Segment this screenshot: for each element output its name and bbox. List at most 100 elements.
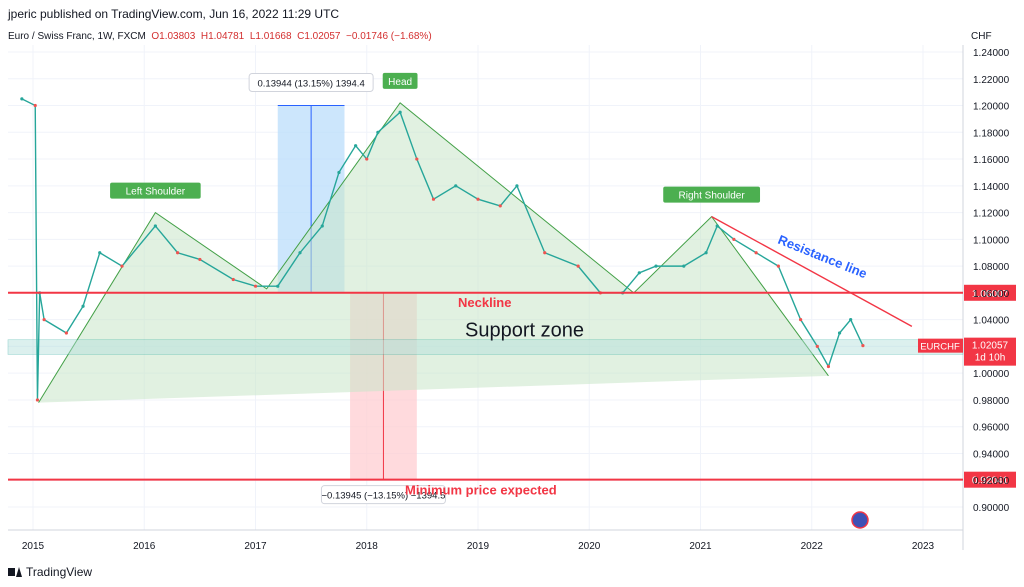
level-axis-tag-bg [964,471,1016,488]
price-point [415,157,419,161]
symbol-label[interactable]: Euro / Swiss Franc, 1W, FXCM [8,31,146,42]
publish-header: jperic published on TradingView.com, Jun… [8,7,340,21]
price-point [176,251,180,255]
open-value: O1.03803 [151,31,196,42]
pattern-label-bg [382,72,418,89]
price-point [826,364,831,369]
price-point [276,284,280,288]
footer: TradingView [8,565,92,579]
pattern-label-bg [663,186,761,203]
price-point [837,331,842,335]
last-price-value: 1.02057 [972,341,1009,352]
price-point [849,318,853,322]
x-tick-label: 2018 [356,541,379,552]
price-point [98,251,102,255]
price-point [120,264,124,268]
last-price-symbol-bg [918,338,963,353]
price-point [365,157,369,161]
level-label: Minimum price expected [405,483,557,498]
price-point [253,284,258,288]
price-point [20,97,24,101]
pattern-label: Left Shoulder [126,187,186,198]
measure-label-bg [248,73,374,93]
y-tick-label: 1.12000 [973,209,1010,220]
price-point [298,251,302,255]
x-tick-label: 2021 [689,541,712,552]
price-point [515,184,519,188]
price-point [231,277,235,282]
y-tick-label: 0.98000 [973,396,1010,407]
pattern-label: Head [388,77,412,88]
change-value: −0.01746 (−1.68%) [346,31,432,42]
tradingview-logo-icon [8,567,22,577]
price-point [704,251,708,255]
y-tick-label: 0.92000 [973,476,1010,487]
measure-label: −0.13945 (−13.15%) −1394.5 [322,491,446,502]
price-point [732,237,736,241]
price-point [654,264,658,268]
y-tick-label: 1.22000 [973,75,1010,86]
y-tick-label: 1.10000 [973,235,1010,246]
price-point [64,331,68,335]
support-zone-label: Support zone [465,320,584,342]
pattern-fill [38,102,829,403]
y-tick-label: 1.08000 [973,262,1010,273]
price-point [398,110,402,114]
level-axis-tag: 0.92041 [972,476,1009,487]
price-point [576,264,580,268]
level-axis-tag: 1.06007 [972,289,1009,300]
y-tick-label: 1.16000 [973,155,1010,166]
price-point [682,264,686,268]
price-point [81,304,85,308]
price-point [153,224,157,228]
price-point [776,264,780,268]
price-point [33,103,37,108]
close-value: C1.02057 [297,31,341,42]
price-point [431,197,436,201]
pattern-label: Right Shoulder [679,191,746,202]
low-value: L1.01668 [249,31,292,42]
price-point [337,170,341,175]
y-tick-label: 1.04000 [973,316,1010,327]
x-tick-label: 2022 [801,541,824,552]
price-point [198,257,202,262]
x-tick-label: 2017 [244,541,267,552]
price-point [861,344,865,348]
footer-brand[interactable]: TradingView [26,565,93,579]
price-point [42,318,46,322]
price-point [476,197,480,201]
price-point [543,251,547,255]
x-tick-label: 2020 [578,541,601,552]
y-tick-label: 0.94000 [973,449,1010,460]
price-line [21,98,864,400]
last-price-countdown: 1d 10h [975,353,1006,364]
price-point [35,398,40,402]
y-tick-label: 1.00000 [973,369,1010,380]
y-tick-label: 1.20000 [973,102,1010,113]
measure-label-bg [320,485,446,505]
price-point [498,204,502,208]
axis-unit: CHF [971,31,992,42]
price-point [815,344,819,349]
price-point [799,318,803,322]
resistance-line [711,215,913,327]
last-price-symbol: EURCHF [920,342,960,353]
x-tick-label: 2016 [133,541,156,552]
price-point [354,144,358,148]
price-point [376,130,380,134]
price-point [320,224,324,228]
high-value: H1.04781 [200,31,245,42]
price-point [754,251,758,255]
y-tick-label: 1.18000 [973,128,1010,139]
level-label: Neckline [458,295,511,310]
y-tick-label: 1.14000 [973,182,1010,193]
x-tick-label: 2019 [467,541,490,552]
measure-label: 0.13944 (13.15%) 1394.4 [258,79,365,90]
pattern-label-bg [110,182,201,199]
price-point [637,271,641,275]
chart-legend: Euro / Swiss Franc, 1W, FXCM O1.03803 H1… [8,31,432,42]
y-tick-label: 0.96000 [973,423,1010,434]
last-price-tag-bg [964,337,1016,366]
y-tick-label: 0.90000 [973,503,1010,514]
